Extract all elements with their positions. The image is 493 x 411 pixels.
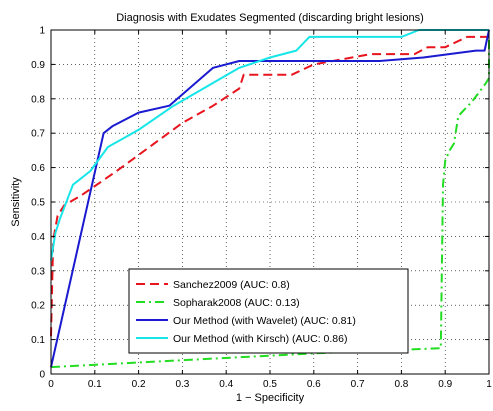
- y-tick-label: 0.6: [31, 163, 45, 174]
- series-line-1: [50, 35, 489, 337]
- x-axis-label: 1 − Specificity: [236, 392, 305, 404]
- x-tick-label: 0: [48, 379, 54, 390]
- x-tick-label: 0.3: [175, 379, 189, 390]
- legend: Sanchez2009 (AUC: 0.8) Sopharak2008 (AUC:…: [128, 268, 409, 354]
- x-tick-label: 0.1: [88, 379, 102, 390]
- x-tick-label: 1: [486, 379, 492, 390]
- y-tick-label: 0.3: [31, 266, 45, 277]
- x-tick-label: 0.9: [438, 379, 452, 390]
- grid-lines: [51, 30, 489, 374]
- legend-label: Sopharak2008 (AUC: 0.13): [173, 297, 300, 309]
- x-tick-label: 0.8: [394, 379, 408, 390]
- x-tick-label: 0.5: [263, 379, 277, 390]
- x-tick-label: 0.4: [219, 379, 233, 390]
- y-tick-label: 0.5: [31, 198, 45, 209]
- y-tick-label: 0: [39, 370, 45, 381]
- series-line-3: [50, 29, 490, 368]
- y-tick-label: 0.2: [31, 301, 45, 312]
- legend-label: Our Method (with Kirsch) (AUC: 0.86): [173, 333, 347, 345]
- y-tick-label: 0.9: [31, 60, 45, 71]
- y-tick-label: 0.7: [31, 129, 45, 140]
- x-tick-label: 0.2: [132, 379, 146, 390]
- legend-label: Our Method (with Wavelet) (AUC: 0.81): [173, 315, 356, 327]
- y-tick-label: 1: [39, 26, 45, 37]
- series-line-2: [50, 36, 490, 369]
- x-tick-label: 0.7: [351, 379, 365, 390]
- chart-title: Diagnosis with Exudates Segmented (disca…: [116, 12, 424, 24]
- axis-ticks: 0 0.1 0.2 0.3 0.4 0.5 0.6 0.7 0.8 0.9 1 0 0.1 0.2 0.3 0…: [31, 26, 492, 391]
- y-axis-label: Sensitivity: [10, 177, 22, 227]
- legend-label: Sanchez2009 (AUC: 0.8): [173, 279, 290, 291]
- y-tick-label: 0.8: [31, 94, 45, 105]
- legend-box: [128, 268, 409, 354]
- series-line-4: [50, 29, 489, 261]
- y-tick-label: 0.4: [31, 232, 45, 243]
- y-tick-label: 0.1: [31, 335, 45, 346]
- series-lines: [50, 29, 490, 369]
- x-tick-label: 0.6: [307, 379, 321, 390]
